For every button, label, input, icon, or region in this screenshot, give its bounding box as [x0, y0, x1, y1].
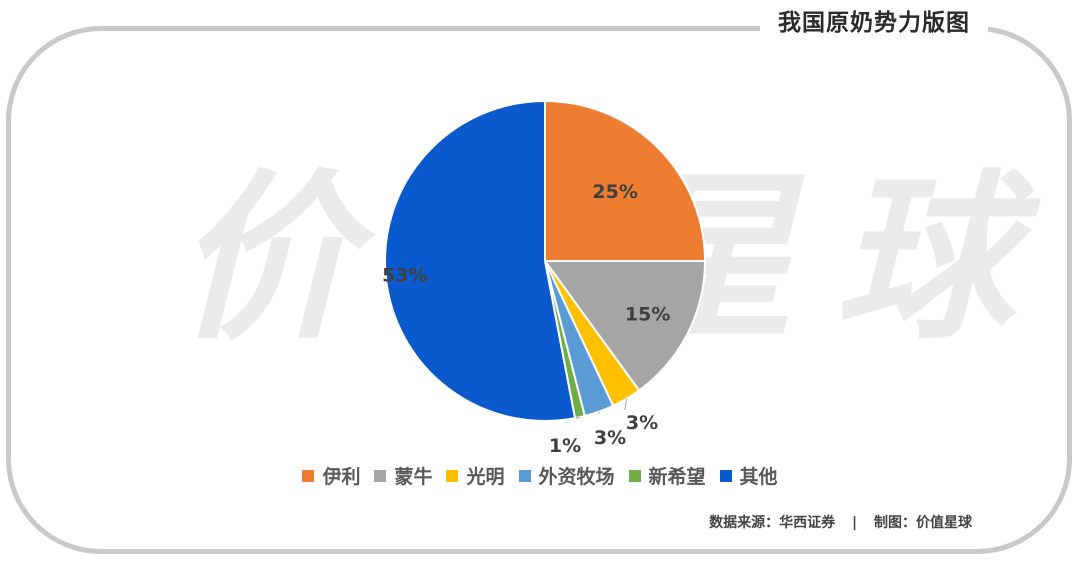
- legend-label-2: 光明: [466, 466, 505, 488]
- credit-text: 制图：价值星球: [874, 515, 972, 531]
- legend-swatch-3: [518, 469, 531, 482]
- legend-item-5: 其他: [719, 462, 778, 489]
- legend-label-1: 蒙牛: [394, 466, 433, 488]
- source-note: 数据来源：华西证券 | 制图：价值星球: [709, 512, 972, 532]
- data-label-5: 53%: [382, 264, 427, 286]
- legend-label-0: 伊利: [322, 466, 361, 488]
- legend: 伊利 蒙牛 光明 外资牧场 新希望 其他: [0, 462, 1080, 489]
- legend-item-4: 新希望: [628, 462, 706, 489]
- pie-slice-5: [384, 99, 577, 422]
- pie-slice-1: [543, 260, 707, 392]
- data-label-3: 3%: [594, 427, 626, 449]
- legend-swatch-4: [628, 469, 641, 482]
- data-label-4: 1%: [549, 435, 581, 457]
- legend-item-3: 外资牧场: [518, 462, 615, 489]
- legend-label-5: 其他: [739, 466, 778, 488]
- legend-label-4: 新希望: [648, 466, 706, 488]
- title-wrap: 我国原奶势力版图: [760, 4, 988, 42]
- data-label-1: 15%: [625, 303, 670, 325]
- pie-slice-0: [544, 99, 707, 262]
- data-label-2: 3%: [626, 412, 658, 434]
- source-separator: |: [852, 515, 858, 531]
- chart-frame: [6, 26, 1072, 554]
- legend-item-2: 光明: [446, 462, 505, 489]
- leader-line-2: [624, 398, 627, 411]
- legend-swatch-1: [374, 469, 387, 482]
- legend-item-0: 伊利: [302, 462, 360, 489]
- legend-swatch-5: [719, 469, 732, 482]
- data-label-0: 25%: [592, 181, 637, 203]
- legend-item-1: 蒙牛: [374, 462, 432, 489]
- source-text: 数据来源：华西证券: [709, 515, 836, 531]
- chart-title: 我国原奶势力版图: [778, 10, 970, 36]
- legend-label-3: 外资牧场: [538, 466, 615, 488]
- legend-swatch-2: [446, 469, 459, 482]
- legend-swatch-0: [302, 469, 315, 482]
